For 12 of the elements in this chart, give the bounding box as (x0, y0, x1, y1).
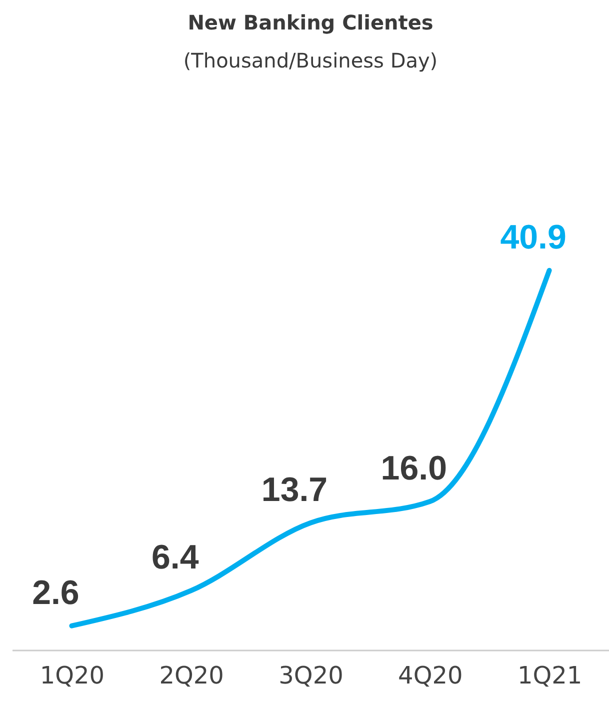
x-tick-label: 1Q20 (40, 662, 105, 690)
x-tick-label: 4Q20 (398, 662, 463, 690)
x-tick-label: 3Q20 (278, 662, 344, 690)
data-label: 16.0 (380, 449, 447, 488)
chart-title: New Banking Clientes (188, 10, 434, 34)
data-label: 40.9 (500, 218, 566, 256)
x-tick-label: 1Q21 (517, 662, 582, 690)
data-label: 6.4 (151, 538, 199, 577)
data-label: 13.7 (261, 470, 328, 509)
data-label: 2.6 (32, 574, 80, 612)
chart-subtitle: (Thousand/Business Day) (183, 48, 438, 72)
x-tick-label: 2Q20 (159, 662, 224, 690)
